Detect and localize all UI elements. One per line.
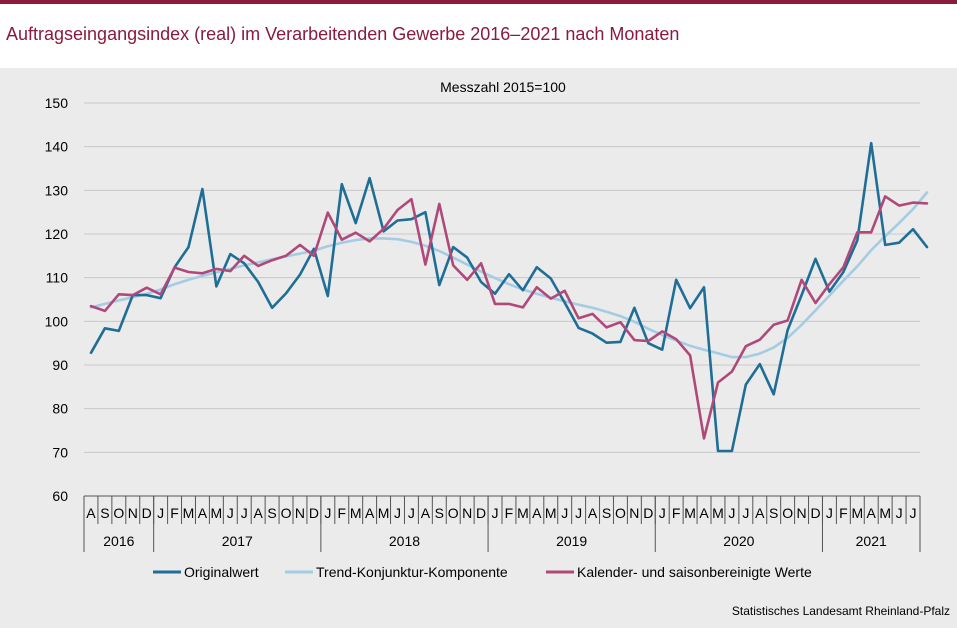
year-label: 2017 bbox=[222, 533, 253, 549]
grid bbox=[84, 102, 920, 453]
month-label: O bbox=[281, 505, 292, 521]
month-label: J bbox=[241, 505, 248, 521]
year-label: 2019 bbox=[556, 533, 587, 549]
month-label: M bbox=[545, 505, 557, 521]
month-label: J bbox=[910, 505, 917, 521]
source-note: Statistisches Landesamt Rheinland-Pfalz bbox=[732, 604, 950, 618]
month-label: O bbox=[782, 505, 793, 521]
year-label: 2018 bbox=[389, 533, 420, 549]
series-lines bbox=[89, 141, 929, 453]
legend-label: Kalender- und saisonbereinigte Werte bbox=[577, 564, 812, 580]
month-label: A bbox=[532, 505, 542, 521]
y-tick-label: 110 bbox=[46, 270, 69, 286]
month-label: N bbox=[128, 505, 138, 521]
month-label: J bbox=[408, 505, 415, 521]
legend: Originalwert Trend-Konjunktur-Komponente K… bbox=[153, 564, 812, 580]
month-label: S bbox=[769, 505, 778, 521]
year-label: 2021 bbox=[856, 533, 887, 549]
month-label: N bbox=[629, 505, 639, 521]
month-label: J bbox=[826, 505, 833, 521]
chart-title: Auftragseingangsindex (real) im Verarbei… bbox=[6, 24, 680, 44]
month-label: J bbox=[561, 505, 568, 521]
y-tick-label: 140 bbox=[45, 139, 69, 155]
legend-label: Trend-Konjunktur-Komponente bbox=[316, 564, 508, 580]
year-label: 2016 bbox=[103, 533, 134, 549]
month-label: J bbox=[659, 505, 666, 521]
y-tick-label: 90 bbox=[52, 357, 68, 373]
month-label: S bbox=[267, 505, 276, 521]
year-label: 2020 bbox=[723, 533, 754, 549]
month-label: M bbox=[684, 505, 696, 521]
y-tick-label: 130 bbox=[45, 182, 69, 198]
month-label: A bbox=[421, 505, 431, 521]
series-line-original bbox=[89, 141, 929, 453]
month-label: J bbox=[394, 505, 401, 521]
y-axis: 60 70 80 90 100 110 120 130 140 150 bbox=[45, 95, 69, 504]
month-label: A bbox=[365, 505, 375, 521]
month-label: A bbox=[198, 505, 208, 521]
month-label: M bbox=[378, 505, 390, 521]
month-label: D bbox=[643, 505, 653, 521]
y-tick-label: 100 bbox=[45, 313, 69, 329]
month-label: N bbox=[797, 505, 807, 521]
line-chart: Messzahl 2015=100 60 70 80 90 100 110 120 130 14… bbox=[45, 79, 950, 618]
legend-label: Originalwert bbox=[184, 564, 259, 580]
month-label: D bbox=[142, 505, 152, 521]
month-label: S bbox=[100, 505, 109, 521]
month-label: M bbox=[517, 505, 529, 521]
month-label: J bbox=[157, 505, 164, 521]
month-label: S bbox=[602, 505, 611, 521]
month-label: A bbox=[86, 505, 96, 521]
month-label: A bbox=[588, 505, 598, 521]
month-label: A bbox=[253, 505, 263, 521]
month-label: F bbox=[505, 505, 514, 521]
month-label: M bbox=[851, 505, 863, 521]
month-label: J bbox=[742, 505, 749, 521]
month-label: M bbox=[712, 505, 724, 521]
month-label: A bbox=[755, 505, 765, 521]
month-label: J bbox=[575, 505, 582, 521]
month-label: D bbox=[476, 505, 486, 521]
month-label: D bbox=[309, 505, 319, 521]
month-label: J bbox=[492, 505, 499, 521]
month-label: N bbox=[295, 505, 305, 521]
month-label: M bbox=[211, 505, 223, 521]
series-line-seasonal bbox=[89, 195, 929, 440]
month-label: F bbox=[170, 505, 179, 521]
month-label: M bbox=[183, 505, 195, 521]
top-rule bbox=[0, 0, 957, 4]
month-label: A bbox=[699, 505, 709, 521]
month-label: D bbox=[810, 505, 820, 521]
chart-subtitle: Messzahl 2015=100 bbox=[440, 79, 566, 95]
month-label: J bbox=[324, 505, 331, 521]
y-tick-label: 60 bbox=[52, 488, 68, 504]
month-label: O bbox=[448, 505, 459, 521]
month-label: F bbox=[672, 505, 681, 521]
series-line-trend bbox=[89, 191, 929, 359]
month-label: F bbox=[337, 505, 346, 521]
month-label: S bbox=[435, 505, 444, 521]
month-label: F bbox=[839, 505, 848, 521]
y-tick-label: 120 bbox=[45, 226, 69, 242]
month-label: N bbox=[462, 505, 472, 521]
month-label: O bbox=[615, 505, 626, 521]
y-tick-label: 150 bbox=[45, 95, 69, 111]
month-label: M bbox=[350, 505, 362, 521]
month-label: J bbox=[728, 505, 735, 521]
month-label: J bbox=[227, 505, 234, 521]
chart-panel: Messzahl 2015=100 60 70 80 90 100 110 120 130 14… bbox=[0, 68, 957, 628]
y-tick-label: 70 bbox=[52, 444, 68, 460]
month-label: A bbox=[867, 505, 877, 521]
month-label: O bbox=[113, 505, 124, 521]
month-label: M bbox=[879, 505, 891, 521]
month-label: J bbox=[896, 505, 903, 521]
y-tick-label: 80 bbox=[52, 401, 68, 417]
